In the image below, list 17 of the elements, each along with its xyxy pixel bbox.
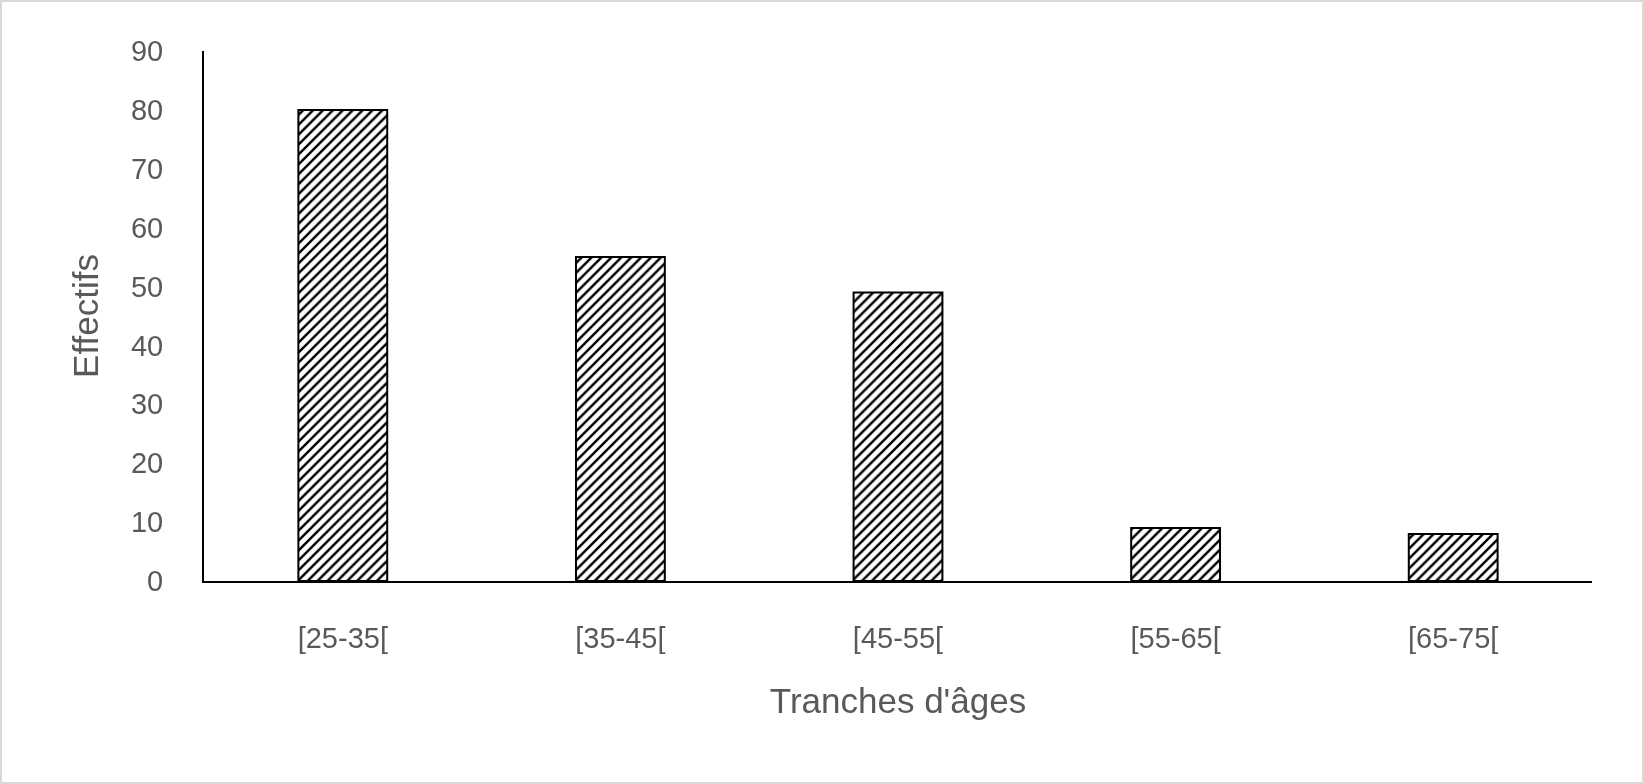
x-tick-label: [55-65[ [1130,621,1221,654]
y-axis-title: Effectifs [65,254,105,378]
y-tick-label: 70 [130,152,164,185]
x-tick-label: [45-55[ [852,621,944,654]
y-tick-label: 30 [130,388,164,421]
x-axis-title: Tranches d'âges [769,681,1027,721]
x-tick-label: [25-35[ [297,621,388,654]
y-tick-label: 20 [130,447,164,480]
y-tick-label: 0 [147,565,164,598]
y-tick-label: 60 [130,211,164,244]
y-tick-label: 90 [130,35,164,68]
y-tick-label: 80 [130,94,164,127]
y-tick-label: 40 [130,329,164,362]
x-tick-label: [65-75[ [1408,621,1499,654]
x-tick-label: [35-45[ [575,621,666,654]
y-tick-label: 50 [130,270,164,303]
y-tick-label: 10 [130,506,164,539]
